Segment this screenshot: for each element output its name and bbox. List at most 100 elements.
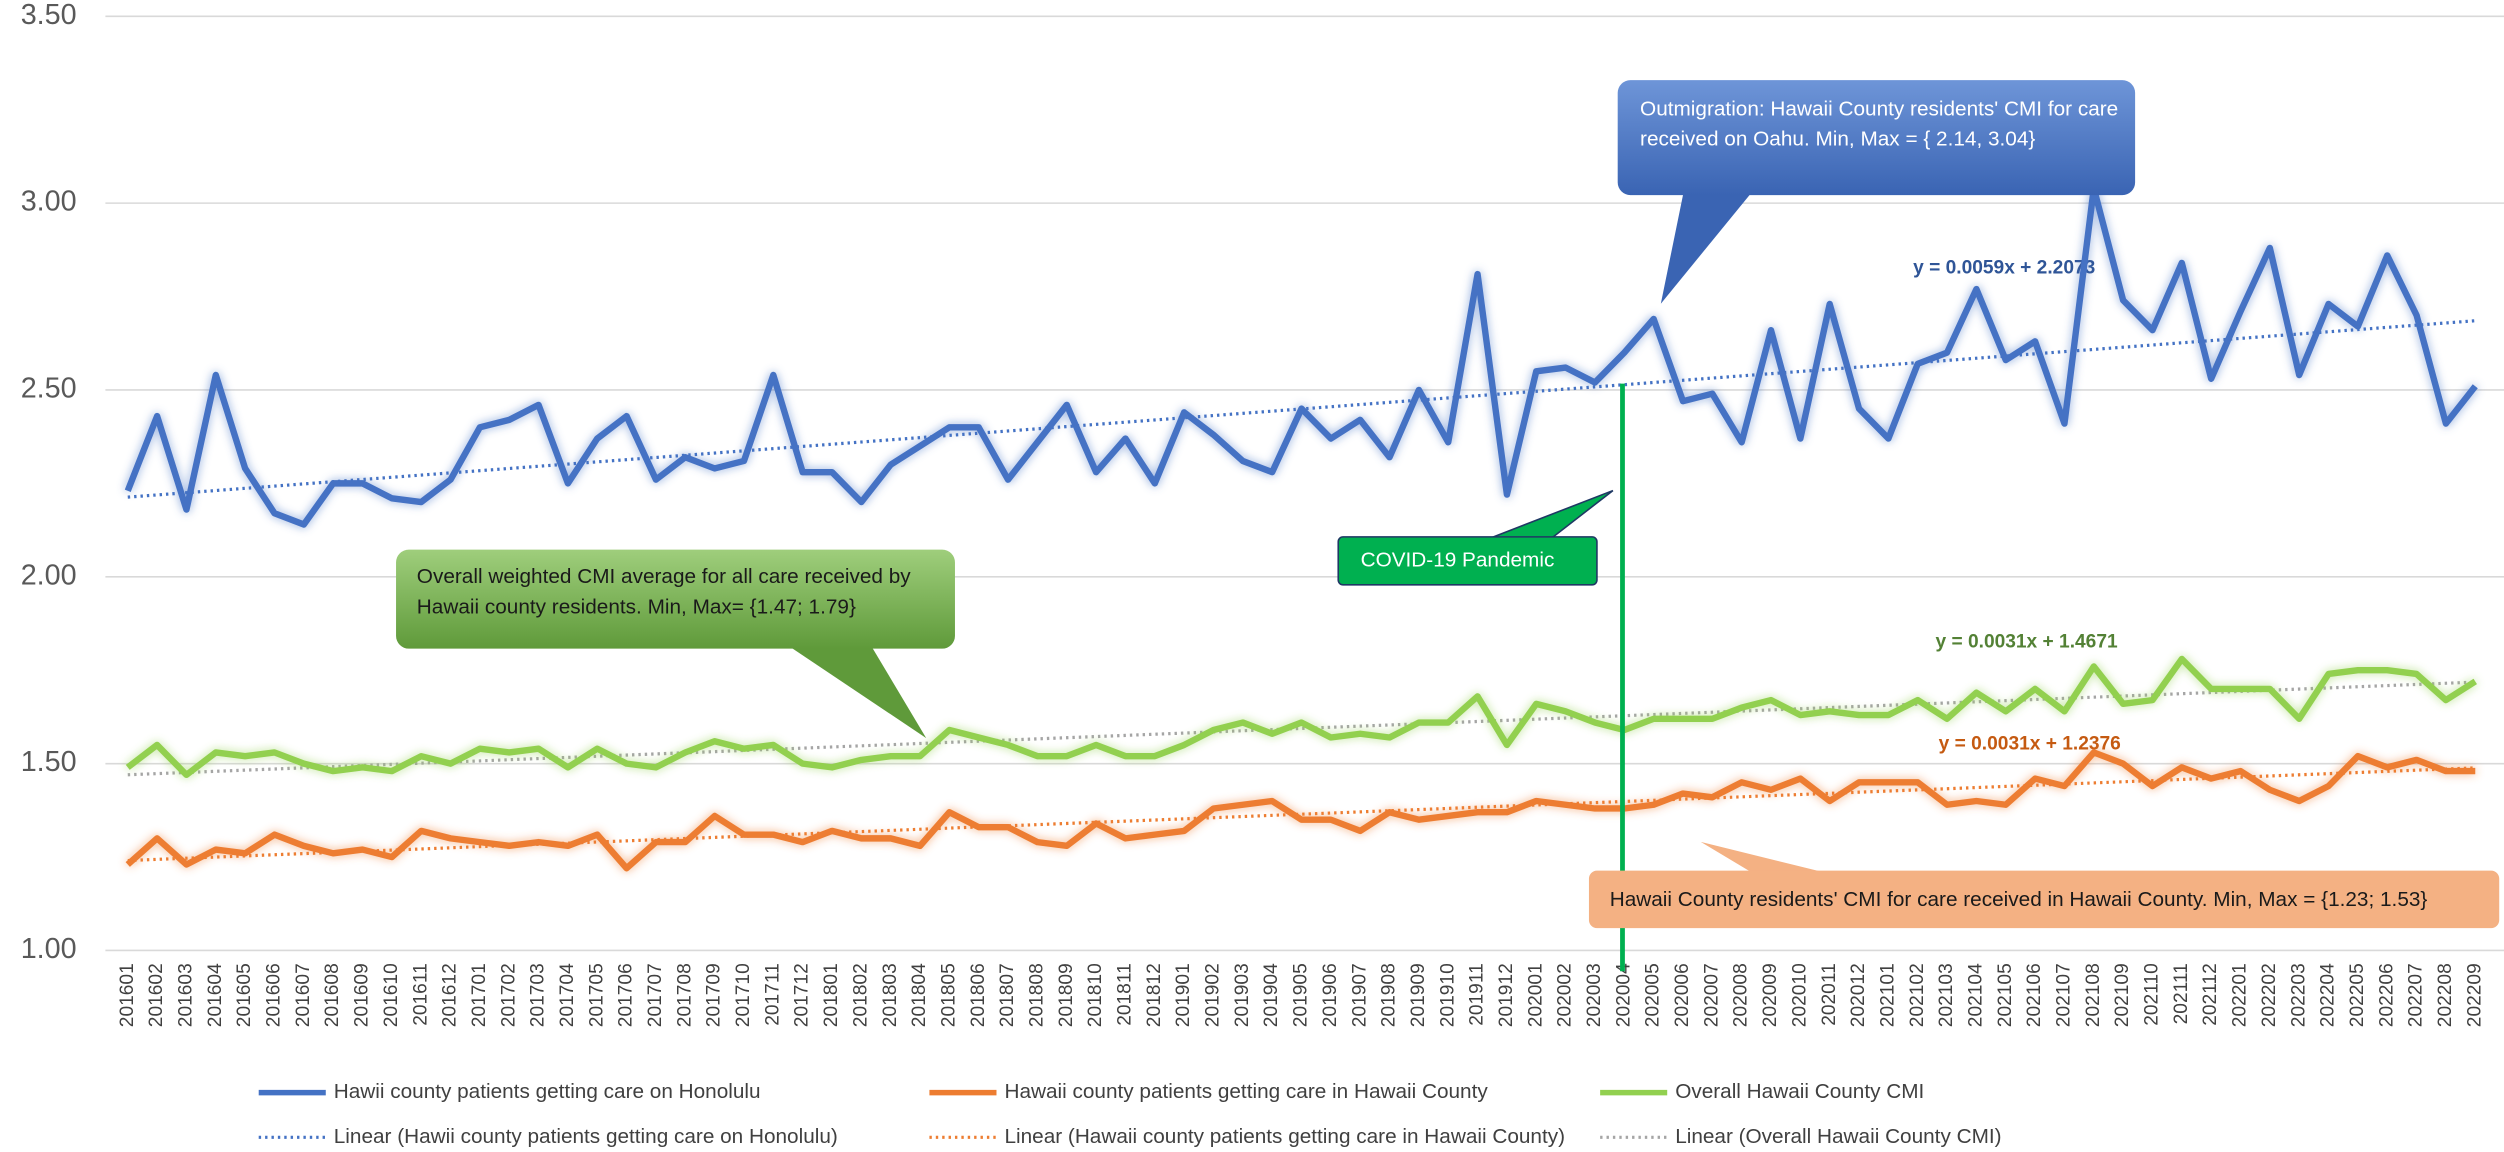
callout-text: Hawaii County residents' CMI for care re… <box>1609 886 2428 911</box>
callout-box <box>1617 80 2136 196</box>
callout-pointer <box>1484 489 1614 541</box>
y-tick-label: 1.50 <box>21 746 77 778</box>
x-tick-label: 202103 <box>1936 963 1957 1027</box>
x-tick-label: 201907 <box>1349 963 1370 1027</box>
x-tick-label: 201806 <box>968 963 989 1027</box>
legend-label: Linear (Hawaii county patients getting c… <box>1004 1125 1565 1148</box>
x-tick-label: 201604 <box>205 963 226 1027</box>
x-tick-label: 201702 <box>498 963 519 1027</box>
x-tick-label: 201610 <box>381 963 402 1027</box>
callout-box <box>1588 870 2500 929</box>
x-tick-label: 202106 <box>2024 963 2045 1027</box>
x-tick-label: 201910 <box>1437 963 1458 1027</box>
x-tick-label: 201608 <box>322 963 343 1027</box>
x-tick-label: 201602 <box>146 963 167 1027</box>
x-tick-label: 201612 <box>440 963 461 1027</box>
legend-label: Overall Hawaii County CMI <box>1675 1080 1924 1103</box>
series-line <box>124 184 2478 528</box>
x-tick-label: 202205 <box>2347 963 2368 1027</box>
callout-label: COVID-19 Pandemic <box>1361 548 1555 571</box>
x-tick-label: 201701 <box>469 963 490 1027</box>
x-tick-label: 201707 <box>645 963 666 1027</box>
x-tick-label: 201802 <box>850 963 871 1027</box>
x-tick-label: 201801 <box>821 963 842 1027</box>
x-tick-label: 201712 <box>792 963 813 1027</box>
x-tick-label: 201711 <box>762 963 783 1026</box>
x-tick-label: 201904 <box>1261 963 1282 1027</box>
x-tick-label: 202108 <box>2083 963 2104 1027</box>
x-tick-label: 202204 <box>2318 963 2339 1027</box>
trendline <box>127 680 2476 777</box>
x-tick-label: 202002 <box>1555 963 1576 1027</box>
x-tick-label: 201607 <box>293 963 314 1027</box>
x-tick-label: 201606 <box>264 963 285 1027</box>
callout-box <box>1337 536 1598 586</box>
x-tick-label: 201605 <box>234 963 255 1027</box>
x-tick-label: 202110 <box>2142 963 2163 1026</box>
x-tick-label: 202011 <box>1819 963 1840 1026</box>
x-tick-label: 201703 <box>528 963 549 1027</box>
callout-label: Overall weighted CMI average for all car… <box>416 564 911 619</box>
x-tick-label: 201609 <box>352 963 373 1027</box>
x-tick-label: 201911 <box>1467 963 1488 1026</box>
x-tick-label: 202207 <box>2406 963 2427 1027</box>
callout-label: Outmigration: Hawaii County residents' C… <box>1640 96 2119 151</box>
y-tick-label: 2.00 <box>21 559 77 591</box>
legend-label: Hawii county patients getting care on Ho… <box>334 1080 761 1103</box>
x-tick-label: 202209 <box>2464 963 2485 1027</box>
x-tick-label: 201905 <box>1291 963 1312 1027</box>
x-tick-label: 201804 <box>909 963 930 1027</box>
x-tick-label: 201912 <box>1496 963 1517 1027</box>
plot-area: 1.00 1.50 2.00 2.50 3.00 3.50 201601 201602 2016… <box>21 0 2504 1148</box>
x-tick-label: 201906 <box>1320 963 1341 1027</box>
x-tick-label: 201812 <box>1144 963 1165 1027</box>
callout-label: Hawaii County residents' CMI for care re… <box>1609 886 2428 911</box>
legend-label: Linear (Overall Hawaii County CMI) <box>1675 1125 2001 1148</box>
x-tick-label: 202105 <box>1995 963 2016 1027</box>
callout-pointer <box>766 631 927 739</box>
y-tick-label: 3.00 <box>21 186 77 218</box>
callout-box <box>396 549 955 649</box>
x-tick-label: 202009 <box>1760 963 1781 1027</box>
x-tick-label: 202112 <box>2200 963 2221 1026</box>
x-tick-label: 201903 <box>1232 963 1253 1027</box>
x-tick-label: 202202 <box>2259 963 2280 1027</box>
x-tick-label: 201709 <box>704 963 725 1027</box>
trend-equation: y = 0.0031x + 1.4671 <box>1935 631 2117 652</box>
x-tick-label: 202007 <box>1701 963 1722 1027</box>
x-tick-label: 202006 <box>1672 963 1693 1027</box>
x-tick-label: 202003 <box>1584 963 1605 1027</box>
x-tick-label: 202104 <box>1965 963 1986 1027</box>
x-tick-label: 202201 <box>2230 963 2251 1027</box>
x-tick-label: 201705 <box>586 963 607 1027</box>
trendline <box>127 766 2476 863</box>
x-tick-label: 201809 <box>1056 963 1077 1027</box>
x-tick-label: 201908 <box>1379 963 1400 1027</box>
x-tick-label: 202107 <box>2054 963 2075 1027</box>
x-tick-label: 202109 <box>2112 963 2133 1027</box>
x-tick-label: 201601 <box>117 963 138 1027</box>
series-line <box>125 655 2477 779</box>
x-tick-label: 202008 <box>1731 963 1752 1027</box>
x-tick-label: 202203 <box>2288 963 2309 1027</box>
x-tick-label: 201704 <box>557 963 578 1027</box>
trend-equation: y = 0.0031x + 1.2376 <box>1939 734 2121 755</box>
x-tick-label: 201603 <box>176 963 197 1027</box>
legend-label: Hawaii county patients getting care in H… <box>1004 1080 1488 1103</box>
x-tick-label: 201902 <box>1203 963 1224 1027</box>
x-tick-label: 202208 <box>2435 963 2456 1027</box>
x-tick-label: 201803 <box>880 963 901 1027</box>
x-tick-label: 201811 <box>1115 963 1136 1026</box>
trend-equation: y = 0.0059x + 2.2073 <box>1913 258 2095 279</box>
x-tick-label: 201611 <box>410 963 431 1026</box>
x-tick-label: 202001 <box>1525 963 1546 1027</box>
callout-text: Outmigration: Hawaii County residents' C… <box>1640 96 2119 151</box>
x-tick-label: 202206 <box>2376 963 2397 1027</box>
y-tick-label: 1.00 <box>21 933 77 965</box>
y-tick-label: 2.50 <box>21 373 77 405</box>
x-tick-label: 202101 <box>1877 963 1898 1027</box>
x-tick-label: 201708 <box>674 963 695 1027</box>
x-tick-label: 201805 <box>938 963 959 1027</box>
x-tick-label: 202102 <box>1907 963 1928 1027</box>
